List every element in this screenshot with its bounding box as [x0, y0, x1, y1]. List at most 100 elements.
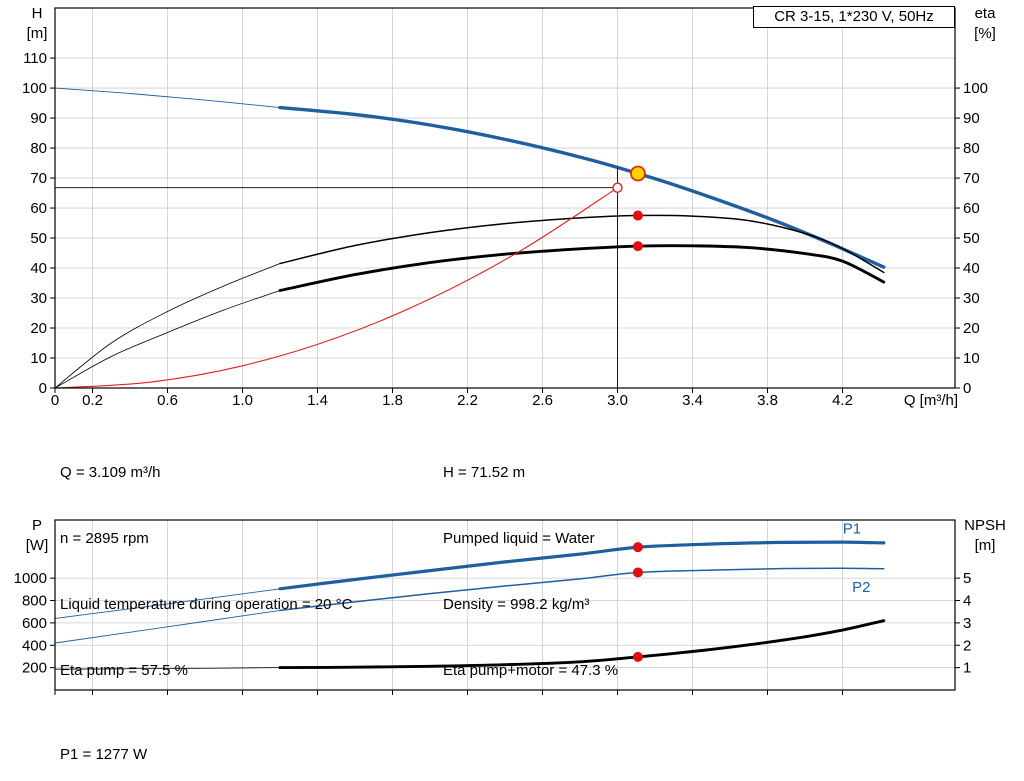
p2-point: [632, 567, 643, 578]
y-left-tick-label: 50: [30, 230, 47, 247]
x-tick-label: 4.2: [832, 392, 853, 409]
y-right-tick-label: 100: [963, 80, 988, 97]
y-left-tick-label: 110: [23, 50, 47, 67]
npsh-axis-name: NPSH: [964, 517, 1006, 534]
x-tick-label: 2.6: [532, 392, 553, 409]
readout-speed: n = 2895 rpm: [60, 530, 149, 547]
head-curve-extension: [54, 87, 281, 109]
x-tick-label: 3.0: [607, 392, 628, 409]
readout-flow: Q = 3.109 m³/h: [60, 464, 161, 481]
p1-extension: [54, 588, 281, 619]
npsh-axis-label: NPSH [m]: [956, 516, 1014, 556]
y-left-tick-label: 60: [30, 200, 47, 217]
eta-pump-extension: [54, 263, 281, 389]
y-right-tick-label: 50: [963, 230, 980, 247]
x-tick-label: 1.4: [307, 392, 328, 409]
x-tick-label: 1.8: [382, 392, 403, 409]
x-tick-label: 3.4: [682, 392, 703, 409]
readout-top-left: Q = 3.109 m³/h n = 2895 rpm Liquid tempe…: [60, 418, 352, 726]
y-left-tick-label: 40: [30, 260, 47, 277]
p-axis-name: P: [31, 517, 42, 534]
eta-pump-curve: [279, 214, 885, 274]
p-axis-label: P [W]: [20, 516, 54, 556]
power-npsh-chart-axes: [50, 577, 960, 695]
x-tick-label: 0.2: [82, 392, 103, 409]
readout-pumped-liquid: Pumped liquid = Water: [443, 530, 595, 547]
h-axis-label: H [m]: [20, 4, 54, 44]
x-tick-label: 0: [51, 392, 59, 409]
p1-curve: [278, 540, 886, 591]
y-right-tick-label: 40: [963, 260, 980, 277]
pump-model-title: CR 3-15, 1*230 V, 50Hz: [753, 6, 955, 28]
eta-pump-motor-curve: [278, 244, 886, 292]
y-left-tick-label: 90: [30, 110, 47, 127]
eta-pump-motor-point: [632, 241, 643, 252]
readout-p1: P1 = 1277 W: [60, 746, 148, 763]
p2-curve: [279, 567, 885, 612]
y-right-tick-label: 4: [963, 593, 971, 610]
x-tick-label: 1.0: [232, 392, 253, 409]
y-left-tick-label: 600: [22, 615, 47, 632]
p-axis-unit: [W]: [25, 537, 49, 554]
x-axis-title: Q [m³/h]: [904, 392, 958, 409]
power-npsh-chart-frame: [54, 519, 956, 691]
y-left-tick-label: 10: [30, 350, 47, 367]
y-right-tick-label: 20: [963, 320, 980, 337]
y-right-tick-label: 5: [963, 570, 971, 587]
p2-extension: [54, 609, 281, 644]
h-axis-unit: [m]: [26, 25, 48, 42]
duty-point[interactable]: [630, 165, 646, 182]
series-label-p2: P2: [852, 579, 870, 596]
y-left-tick-label: 70: [30, 170, 47, 187]
npsh-axis-unit: [m]: [974, 537, 996, 554]
y-right-tick-label: 70: [963, 170, 980, 187]
qh-eta-chart: 0 10 20 30 40 50 60 70 80 90 100 110 0 10 20 30 40 50 60 70…: [22, 7, 988, 409]
y-right-tick-label: 80: [963, 140, 980, 157]
readout-liquid-temp: Liquid temperature during operation = 20…: [60, 596, 353, 613]
y-left-tick-label: 0: [39, 380, 47, 397]
h-axis-name: H: [31, 5, 43, 22]
readout-top-right: H = 71.52 m Pumped liquid = Water Densit…: [443, 418, 618, 726]
y-left-tick-label: 80: [30, 140, 47, 157]
npsh-point: [632, 651, 643, 662]
eta-axis-unit: [%]: [974, 25, 996, 42]
y-left-tick-label: 30: [30, 290, 47, 307]
y-left-tick-label: 1000: [14, 570, 47, 587]
series-label-p1: P1: [843, 520, 861, 537]
eta-pump-point: [632, 210, 643, 221]
y-left-tick-label: 20: [30, 320, 47, 337]
head-curve: [278, 105, 886, 269]
x-tick-label: 0.6: [157, 392, 178, 409]
power-npsh-chart-grid: [55, 520, 955, 690]
qh-eta-chart-frame: [54, 7, 956, 389]
y-right-tick-label: 30: [963, 290, 980, 307]
readout-eta-pump: Eta pump = 57.5 %: [60, 662, 188, 679]
y-left-tick-label: 800: [22, 593, 47, 610]
eta-axis-name: eta: [974, 5, 996, 22]
qh-eta-chart-axes: [50, 57, 960, 393]
y-right-tick-label: 90: [963, 110, 980, 127]
readout-bottom: P1 = 1277 W P2 = 1051 W NPSH = 1.48 m: [60, 700, 165, 781]
y-right-tick-label: 60: [963, 200, 980, 217]
npsh-curve: [278, 619, 886, 670]
y-right-tick-label: 10: [963, 350, 980, 367]
npsh-extension: [54, 667, 281, 670]
readout-head: H = 71.52 m: [443, 464, 526, 481]
p1-point: [632, 542, 643, 553]
spec-point: [612, 182, 623, 193]
readout-density: Density = 998.2 kg/m³: [443, 596, 590, 613]
y-left-tick-label: 100: [22, 80, 47, 97]
x-tick-label: 2.2: [457, 392, 478, 409]
y-right-tick-label: 3: [963, 615, 971, 632]
y-right-tick-label: 2: [963, 637, 971, 654]
qh-eta-chart-grid: [55, 8, 955, 388]
y-left-tick-label: 200: [22, 660, 47, 677]
eta-pump-motor-extension: [54, 290, 281, 389]
x-tick-label: 3.8: [757, 392, 778, 409]
eta-axis-label: eta [%]: [963, 4, 1007, 44]
y-left-tick-label: 400: [22, 637, 47, 654]
readout-eta-pump-motor: Eta pump+motor = 47.3 %: [443, 662, 619, 679]
power-npsh-chart: 200 400 600 800 1000 1 2 3 4 5 P1 P2: [14, 519, 971, 695]
